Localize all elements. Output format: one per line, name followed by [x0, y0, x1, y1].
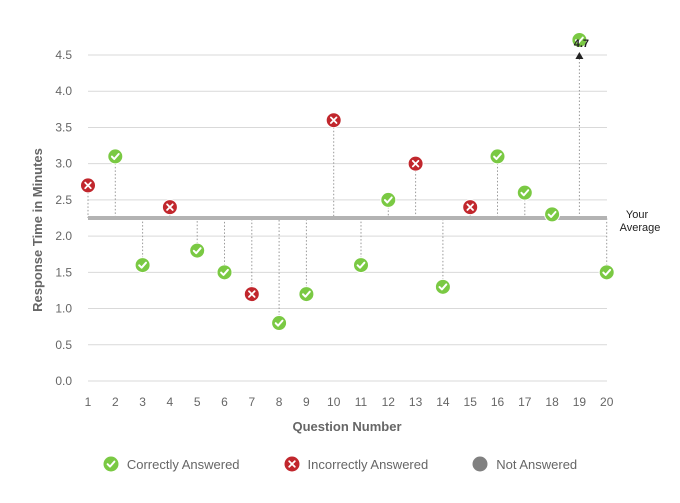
x-tick-label: 18: [545, 395, 559, 409]
x-tick-label: 1: [85, 395, 92, 409]
x-tick-label: 5: [194, 395, 201, 409]
check-icon: [103, 456, 119, 472]
x-tick-label: 2: [112, 395, 119, 409]
legend-label-correct: Correctly Answered: [126, 456, 240, 472]
x-axis-ticks: 1 2 3 4 5 6 7 8 9 10 11 12 13 14 15 16 17 18 19 20: [85, 395, 614, 409]
x-tick-label: 16: [491, 395, 505, 409]
x-tick-label: 7: [248, 395, 255, 409]
y-tick-label: 3.5: [55, 120, 72, 134]
legend-item-correct: Correctly Answered: [103, 456, 240, 472]
y-tick-label: 4.5: [55, 48, 72, 62]
incorrect-marker: [462, 199, 479, 216]
y-axis-ticks: 0.0 0.5 1.0 1.5 2.0 2.5 3.0 3.5 4.0 4.5: [55, 48, 72, 388]
incorrect-marker: [243, 286, 260, 303]
x-tick-label: 4: [167, 395, 174, 409]
x-tick-label: 12: [382, 395, 396, 409]
x-tick-label: 8: [276, 395, 283, 409]
x-tick-label: 19: [573, 395, 587, 409]
correct-marker: [489, 148, 506, 165]
y-tick-label: 0.0: [55, 374, 72, 388]
x-tick-label: 15: [464, 395, 478, 409]
y-tick-label: 4.0: [55, 84, 72, 98]
x-tick-label: 20: [600, 395, 614, 409]
y-tick-label: 3.0: [55, 157, 72, 171]
legend-item-incorrect: Incorrectly Answered: [284, 456, 429, 472]
correct-marker: [107, 148, 124, 165]
overflow-arrow: [575, 52, 584, 59]
legend-item-unanswered: Not Answered: [472, 456, 577, 472]
x-tick-label: 10: [327, 395, 341, 409]
correct-marker: [516, 184, 533, 201]
x-tick-label: 6: [221, 395, 228, 409]
x-tick-label: 9: [303, 395, 310, 409]
correct-marker: [189, 242, 206, 259]
incorrect-marker: [325, 112, 342, 129]
x-tick-label: 14: [436, 395, 450, 409]
incorrect-marker: [407, 155, 424, 172]
x-tick-label: 3: [139, 395, 146, 409]
correct-marker: [434, 278, 451, 295]
legend-label-unanswered: Not Answered: [496, 456, 578, 472]
x-tick-label: 17: [518, 395, 532, 409]
y-tick-label: 2.0: [55, 229, 72, 243]
x-tick-label: 13: [409, 395, 423, 409]
y-tick-label: 2.5: [55, 193, 72, 207]
y-tick-label: 0.5: [55, 338, 72, 352]
markers: [80, 32, 615, 332]
y-tick-label: 1.0: [55, 302, 72, 316]
correct-marker: [271, 315, 288, 332]
gridlines: [88, 54, 607, 382]
legend-label-incorrect: Incorrectly Answered: [307, 456, 429, 472]
average-label-line2: Average: [620, 222, 661, 234]
y-tick-label: 1.5: [55, 265, 72, 279]
correct-marker: [134, 257, 151, 274]
average-label-line1: Your: [626, 209, 649, 221]
overflow-label: 4.7: [574, 38, 589, 50]
x-tick-label: 11: [355, 395, 368, 409]
correct-marker: [544, 206, 561, 223]
correct-marker: [298, 286, 315, 303]
x-axis-title: Question Number: [292, 419, 401, 434]
correct-marker: [216, 264, 233, 281]
legend: Correctly Answered Incorrectly Answered …: [0, 456, 680, 472]
correct-marker: [380, 191, 397, 208]
y-axis-title: Response Time in Minutes: [30, 148, 45, 312]
incorrect-marker: [80, 177, 96, 194]
dot-icon: [472, 456, 488, 472]
correct-marker: [353, 257, 369, 274]
average-line: [88, 216, 607, 220]
correct-marker: [598, 264, 615, 281]
correct-marker: [571, 32, 588, 48]
incorrect-marker: [161, 199, 178, 216]
cross-icon: [284, 456, 300, 472]
